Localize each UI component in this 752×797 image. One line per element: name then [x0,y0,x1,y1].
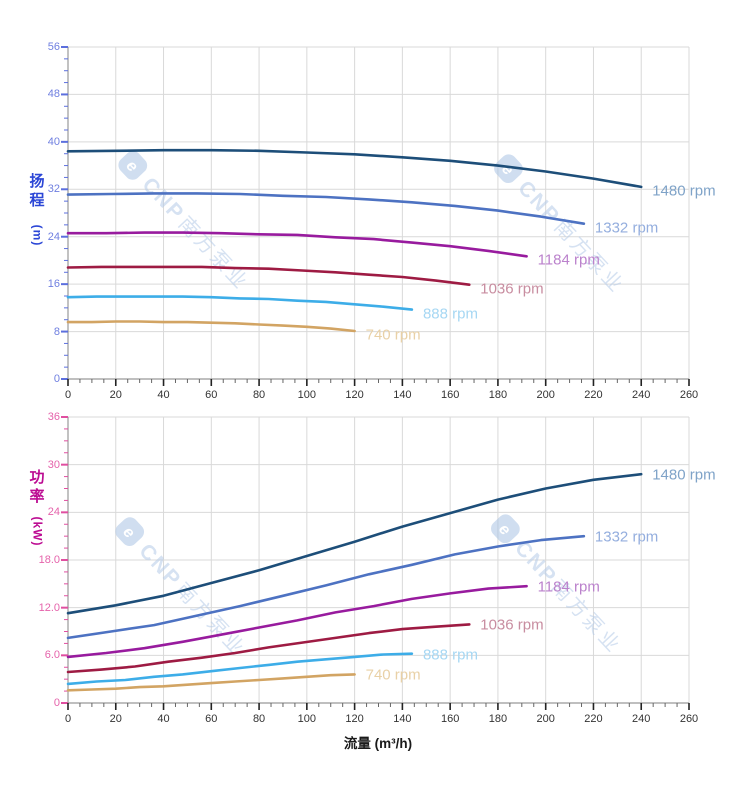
watermark-logo-icon [491,514,520,544]
curve-740-rpm [66,320,356,333]
curve-1332-rpm [66,534,586,640]
watermark-logo-icon [118,151,148,180]
curve-888-rpm [66,295,414,311]
curve-1480-rpm [66,148,643,189]
watermark-brand-text: CNP [513,177,564,230]
curve-1184-rpm [66,231,528,258]
watermark-brand-cn: 南方泵业 [174,212,254,295]
curve-1332-rpm [66,192,586,225]
curve-740-rpm [66,673,356,692]
curve-1184-rpm [66,584,528,659]
watermark-logo-icon [115,517,145,546]
curve-1480-rpm [66,472,643,615]
curve-1036-rpm [66,265,471,287]
curve-1036-rpm [66,623,471,674]
watermark-brand-text: CNP [135,539,186,592]
curve-888-rpm [66,652,414,686]
watermark-logo-icon [494,154,523,184]
watermark-brand-cn: 南方泵业 [549,215,629,298]
watermark-brand-cn: 南方泵业 [546,575,626,658]
